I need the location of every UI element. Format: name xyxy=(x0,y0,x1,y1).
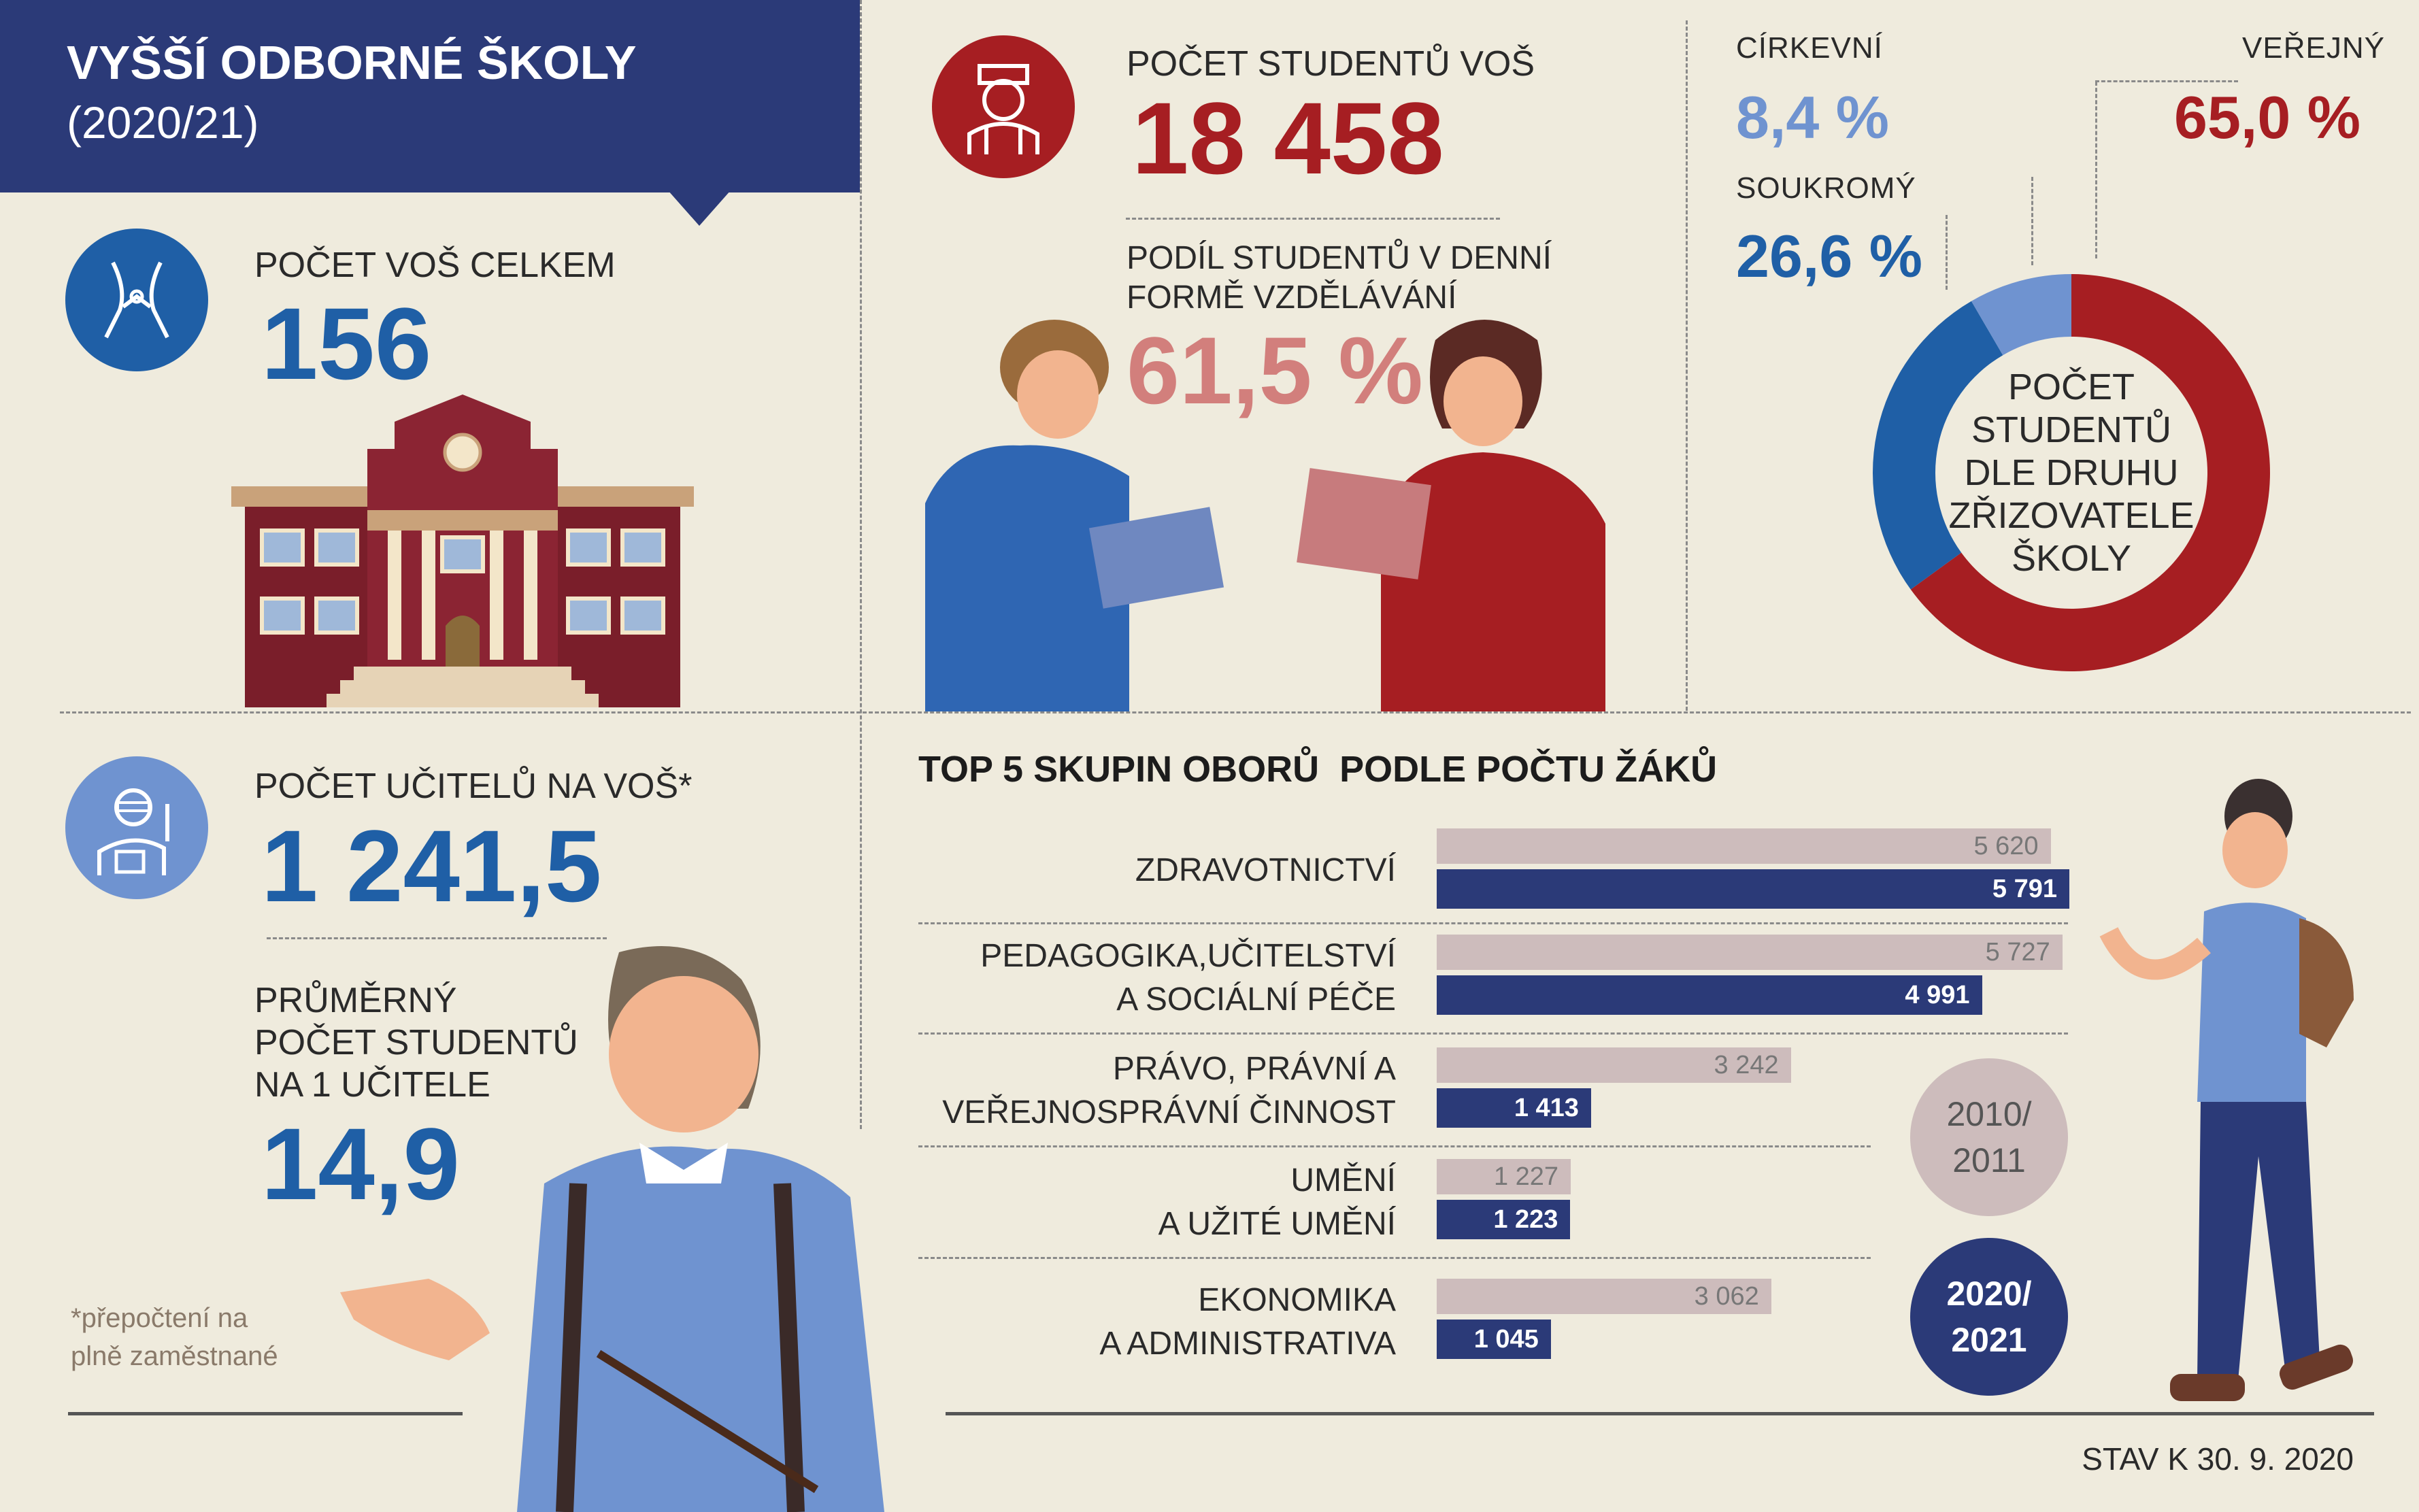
bar-row-separator xyxy=(918,1257,1871,1259)
donut-value-church: 8,4 % xyxy=(1736,84,1890,151)
legend-2020-2021: 2020/2021 xyxy=(1910,1238,2068,1396)
donut-slice-veřejný xyxy=(1910,274,2270,672)
student-icon xyxy=(932,35,1075,178)
donut-slice-soukromý xyxy=(1873,301,2003,590)
donut-slice-církevní xyxy=(1971,274,2071,356)
teachers-value: 1 241,5 xyxy=(261,809,602,923)
avg-label: PRŮMĚRNÝ POČET STUDENTŮ NA 1 UČITELE xyxy=(254,979,578,1106)
donut-value-public: 65,0 % xyxy=(2174,84,2360,151)
donut-value-private: 26,6 % xyxy=(1736,222,1922,290)
footnote-line-2: plně zaměstnané xyxy=(71,1341,278,1371)
bar-2010-2011: 3 062 xyxy=(1437,1279,1771,1314)
bar-category-label-line: A UŽITÉ UMĚNÍ xyxy=(1158,1206,1396,1242)
students-value: 18 458 xyxy=(1132,81,1444,195)
daily-share-label-1: PODÍL STUDENTŮ V DENNÍ xyxy=(1127,240,1552,276)
avg-value: 14,9 xyxy=(261,1107,460,1221)
bar-category-label: PEDAGOGIKA,UČITELSTVÍ A SOCIÁLNÍ PÉČE xyxy=(879,935,1396,1022)
bar-category-label: ZDRAVOTNICTVÍ xyxy=(879,849,1396,892)
bar-category-label-line: A ADMINISTRATIVA xyxy=(1099,1326,1396,1362)
legend-2010-2011: 2010/2011 xyxy=(1910,1058,2068,1216)
leader-line-church xyxy=(2031,177,2033,265)
bar-row-separator xyxy=(918,922,2068,924)
divider-horizontal-middle xyxy=(60,711,2411,713)
schools-label: POČET VOŠ CELKEM xyxy=(254,246,616,285)
bar-category-label: PRÁVO, PRÁVNÍ A VEŘEJNOSPRÁVNÍ ČINNOST xyxy=(879,1047,1396,1135)
legend-2010-line-1: 2010/ xyxy=(1946,1095,2032,1133)
leader-line-private xyxy=(1946,215,1948,290)
daily-share-value: 61,5 % xyxy=(1127,317,1423,424)
divider-students xyxy=(1126,218,1500,220)
avg-label-line-1: PRŮMĚRNÝ xyxy=(254,981,457,1020)
daily-share-label-2: FORMĚ VZDĚLÁVÁNÍ xyxy=(1127,280,1457,316)
donut-chart xyxy=(1857,258,2286,687)
bar-category-label-line: PEDAGOGIKA,UČITELSTVÍ xyxy=(980,938,1396,974)
legend-2020-line-2: 2021 xyxy=(1951,1321,2027,1359)
bar-category-label-line: EKONOMIKA xyxy=(1198,1282,1396,1318)
school-building-illustration xyxy=(231,394,694,707)
bar-2010-2011: 3 242 xyxy=(1437,1047,1791,1083)
donut-svg xyxy=(1873,274,2270,672)
bar-category-label: UMĚNÍ A UŽITÉ UMĚNÍ xyxy=(879,1159,1396,1246)
students-label: POČET STUDENTŮ VOŠ xyxy=(1127,44,1535,84)
donut-title-line-4: ZŘIZOVATELE xyxy=(1948,495,2195,536)
bar-row-separator xyxy=(918,1032,2068,1035)
bar-category-label: EKONOMIKA A ADMINISTRATIVA xyxy=(879,1279,1396,1366)
teachers-label: POČET UČITELŮ NA VOŠ* xyxy=(254,767,693,806)
bar-2010-2011: 5 620 xyxy=(1437,828,2051,864)
bar-category-label-line: VEŘEJNOSPRÁVNÍ ČINNOST xyxy=(942,1094,1396,1130)
donut-title-line-3: DLE DRUHU xyxy=(1964,452,2179,493)
footnote-line-1: *přepočtení na xyxy=(71,1303,248,1333)
page-title: VYŠŠÍ ODBORNÉ ŠKOLY xyxy=(67,36,637,89)
schools-value: 156 xyxy=(261,286,432,401)
teacher-icon xyxy=(65,756,208,899)
bar-category-label-line: A SOCIÁLNÍ PÉČE xyxy=(1116,981,1396,1018)
page-subtitle: (2020/21) xyxy=(67,97,259,148)
footnote: *přepočtení na plně zaměstnané xyxy=(71,1299,278,1375)
bar-2020-2021: 1 223 xyxy=(1437,1200,1571,1239)
avg-label-line-3: NA 1 UČITELE xyxy=(254,1065,490,1105)
bar-2010-2011: 1 227 xyxy=(1437,1159,1571,1194)
leader-line-public-h xyxy=(2095,80,2238,82)
donut-label-public: VEŘEJNÝ xyxy=(2242,31,2385,65)
divider-teachers xyxy=(267,937,607,939)
divider-vertical-right xyxy=(1686,20,1688,711)
bar-2020-2021: 4 991 xyxy=(1437,975,1982,1015)
donut-title-line-2: STUDENTŮ xyxy=(1971,409,2171,450)
teacher-illustration xyxy=(340,939,925,1512)
donut-title-line-1: POČET xyxy=(2007,367,2135,407)
divider-bottom-right xyxy=(946,1412,2374,1415)
donut-center-title: POČET STUDENTŮ DLE DRUHU ZŘIZOVATELE ŠKO… xyxy=(1946,366,2197,580)
hands-icon xyxy=(65,229,208,371)
bar-2010-2011: 5 727 xyxy=(1437,935,2063,970)
donut-label-church: CÍRKEVNÍ xyxy=(1736,31,1883,65)
legend-2020-line-1: 2020/ xyxy=(1946,1275,2032,1313)
bar-category-label-line: UMĚNÍ xyxy=(1290,1162,1396,1198)
footer-date: STAV K 30. 9. 2020 xyxy=(2082,1441,2354,1477)
walking-student-illustration xyxy=(2082,775,2367,1422)
leader-line-public xyxy=(2095,82,2097,258)
title-banner-notch xyxy=(668,190,731,226)
reading-students-illustration xyxy=(925,299,1639,711)
divider-bottom-left xyxy=(68,1412,463,1415)
title-banner xyxy=(0,0,860,192)
bar-2020-2021: 1 045 xyxy=(1437,1320,1551,1359)
bar-chart-title: TOP 5 SKUPIN OBORŮ PODLE POČTU ŽÁKŮ xyxy=(918,749,1718,790)
avg-label-line-2: POČET STUDENTŮ xyxy=(254,1023,578,1062)
donut-label-private: SOUKROMÝ xyxy=(1736,171,1916,205)
legend-2010-line-2: 2011 xyxy=(1952,1141,2026,1179)
bar-category-label-line: PRÁVO, PRÁVNÍ A xyxy=(1112,1051,1396,1087)
bar-row-separator xyxy=(918,1145,1871,1147)
divider-vertical-left xyxy=(860,0,862,1129)
bar-2020-2021: 5 791 xyxy=(1437,869,2069,909)
bar-category-label-line: ZDRAVOTNICTVÍ xyxy=(1135,852,1396,888)
donut-title-line-5: ŠKOLY xyxy=(2011,538,2132,579)
bar-2020-2021: 1 413 xyxy=(1437,1088,1591,1128)
